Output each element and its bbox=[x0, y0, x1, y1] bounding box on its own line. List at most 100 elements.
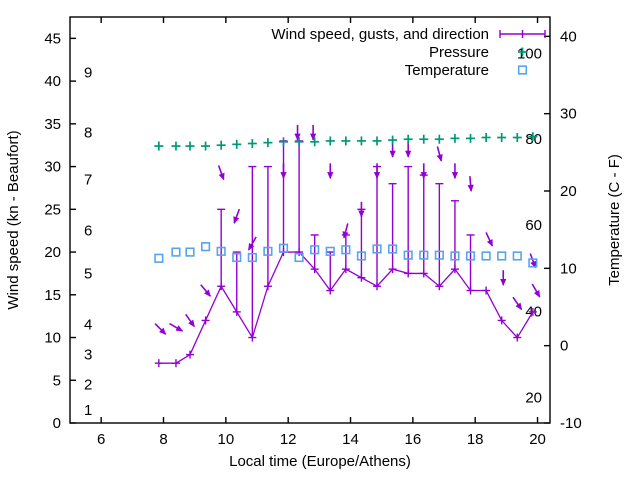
y-tick-label: 20 bbox=[44, 244, 61, 261]
wind-direction-arrow bbox=[342, 223, 349, 239]
y-tick-label: 15 bbox=[44, 287, 61, 304]
temperature-marker bbox=[497, 251, 507, 261]
arrow-head bbox=[342, 231, 349, 239]
wind-direction-arrow bbox=[185, 313, 195, 328]
wind-direction-arrow bbox=[485, 232, 494, 247]
y-tick-label: 45 bbox=[44, 30, 61, 47]
arrow-head bbox=[451, 172, 459, 180]
x-tick-label: 18 bbox=[467, 431, 484, 448]
arrow-head bbox=[533, 290, 541, 298]
wind-direction-arrow bbox=[154, 323, 167, 335]
wind-direction-arrow bbox=[327, 163, 334, 180]
temperature-marker bbox=[247, 252, 257, 263]
arrow-head bbox=[436, 154, 443, 162]
arrow-head bbox=[389, 150, 396, 158]
arrow-head bbox=[159, 327, 167, 335]
x-tick-label: 16 bbox=[405, 431, 422, 448]
temperature-marker bbox=[512, 251, 522, 261]
y-tick-label: 0 bbox=[53, 415, 61, 432]
temperature-marker bbox=[481, 251, 491, 261]
legend-label: Wind speed, gusts, and direction bbox=[271, 26, 489, 43]
x-axis-title: Local time (Europe/Athens) bbox=[229, 453, 411, 470]
arrow-head bbox=[327, 172, 334, 180]
y-tick-label: 35 bbox=[44, 116, 61, 133]
wind-direction-arrow bbox=[247, 236, 257, 251]
y2-tick-label: 40 bbox=[560, 28, 577, 45]
temperature-marker bbox=[372, 244, 382, 254]
x-tick-label: 8 bbox=[159, 431, 167, 448]
wind-direction-arrow bbox=[451, 163, 459, 180]
temperature-marker bbox=[341, 245, 351, 255]
y-tick-label: 10 bbox=[44, 330, 61, 347]
arrow-head bbox=[467, 184, 474, 192]
wind-direction-arrow bbox=[233, 208, 241, 224]
arrow-head bbox=[500, 278, 507, 286]
beaufort-label: 6 bbox=[84, 223, 92, 240]
x-axis-ticks: 6 8 10 12 14 16 18 20 bbox=[97, 17, 546, 448]
plot-frame bbox=[69, 16, 551, 424]
y-tick-label: 25 bbox=[44, 201, 61, 218]
y2-tick-label: 0 bbox=[560, 338, 568, 355]
y-tick-label: 30 bbox=[44, 159, 61, 176]
y-axis-title: Wind speed (kn - Beaufort) bbox=[5, 130, 22, 309]
legend-label: Temperature bbox=[405, 62, 489, 79]
beaufort-label: 3 bbox=[84, 347, 92, 364]
axis-titles: Local time (Europe/Athens) Wind speed (kn… bbox=[5, 130, 623, 470]
y2-tick-label: 10 bbox=[560, 260, 577, 277]
arrow-head bbox=[358, 210, 365, 218]
temperature-marker bbox=[310, 245, 320, 255]
temperature-marker bbox=[450, 251, 460, 261]
wind-direction-arrow bbox=[294, 124, 301, 141]
y2-axis-title: Temperature (C - F) bbox=[606, 154, 623, 286]
pressure-markers bbox=[154, 132, 538, 151]
wind-direction-arrow bbox=[512, 296, 523, 311]
wind-direction-arrow bbox=[531, 283, 541, 298]
fahrenheit-label: 100 bbox=[517, 45, 542, 62]
arrow-head bbox=[310, 133, 317, 141]
arrow-head bbox=[294, 133, 301, 141]
wind-direction-arrow bbox=[280, 163, 287, 180]
temperature-marker bbox=[403, 250, 413, 260]
plot-border bbox=[69, 16, 551, 424]
temperature-marker bbox=[232, 252, 242, 263]
x-tick-label: 20 bbox=[529, 431, 546, 448]
beaufort-scale-labels: 1 2 3 4 5 6 7 8 9 bbox=[84, 65, 92, 420]
arrow-head bbox=[175, 325, 184, 332]
temperature-marker bbox=[171, 247, 181, 257]
wind-speed-line bbox=[154, 248, 537, 368]
temperature-marker bbox=[465, 251, 476, 261]
wind-direction-arrow bbox=[467, 176, 474, 192]
fahrenheit-label: 60 bbox=[525, 217, 542, 234]
legend-label: Pressure bbox=[429, 44, 489, 61]
temperature-marker bbox=[356, 251, 367, 261]
beaufort-label: 9 bbox=[84, 65, 92, 82]
wind-direction-arrow bbox=[436, 146, 443, 162]
temperature-marker bbox=[216, 246, 226, 256]
wind-direction-arrows bbox=[154, 124, 541, 335]
arrow-head bbox=[204, 289, 211, 297]
temperature-marker bbox=[419, 250, 429, 260]
arrow-head bbox=[420, 172, 427, 180]
temperature-marker bbox=[154, 253, 164, 263]
wind-direction-arrow bbox=[358, 201, 365, 218]
beaufort-label: 8 bbox=[84, 124, 92, 141]
wind-direction-arrow bbox=[169, 322, 184, 332]
fahrenheit-label: 20 bbox=[525, 389, 542, 406]
x-tick-label: 10 bbox=[218, 431, 235, 448]
beaufort-label: 5 bbox=[84, 265, 92, 282]
beaufort-label: 2 bbox=[84, 377, 92, 394]
arrow-head bbox=[218, 172, 225, 181]
temperature-marker bbox=[528, 258, 538, 268]
wind-direction-arrow bbox=[217, 165, 225, 181]
wind-direction-arrow bbox=[405, 141, 412, 158]
wind-direction-arrow bbox=[420, 163, 427, 180]
x-tick-label: 14 bbox=[342, 431, 359, 448]
temperature-marker bbox=[200, 242, 211, 252]
legend-sample-square bbox=[517, 65, 528, 75]
arrow-head bbox=[233, 216, 240, 224]
arrow-head bbox=[373, 172, 381, 180]
wind-direction-arrow bbox=[373, 163, 381, 180]
arrow-head bbox=[280, 172, 287, 180]
